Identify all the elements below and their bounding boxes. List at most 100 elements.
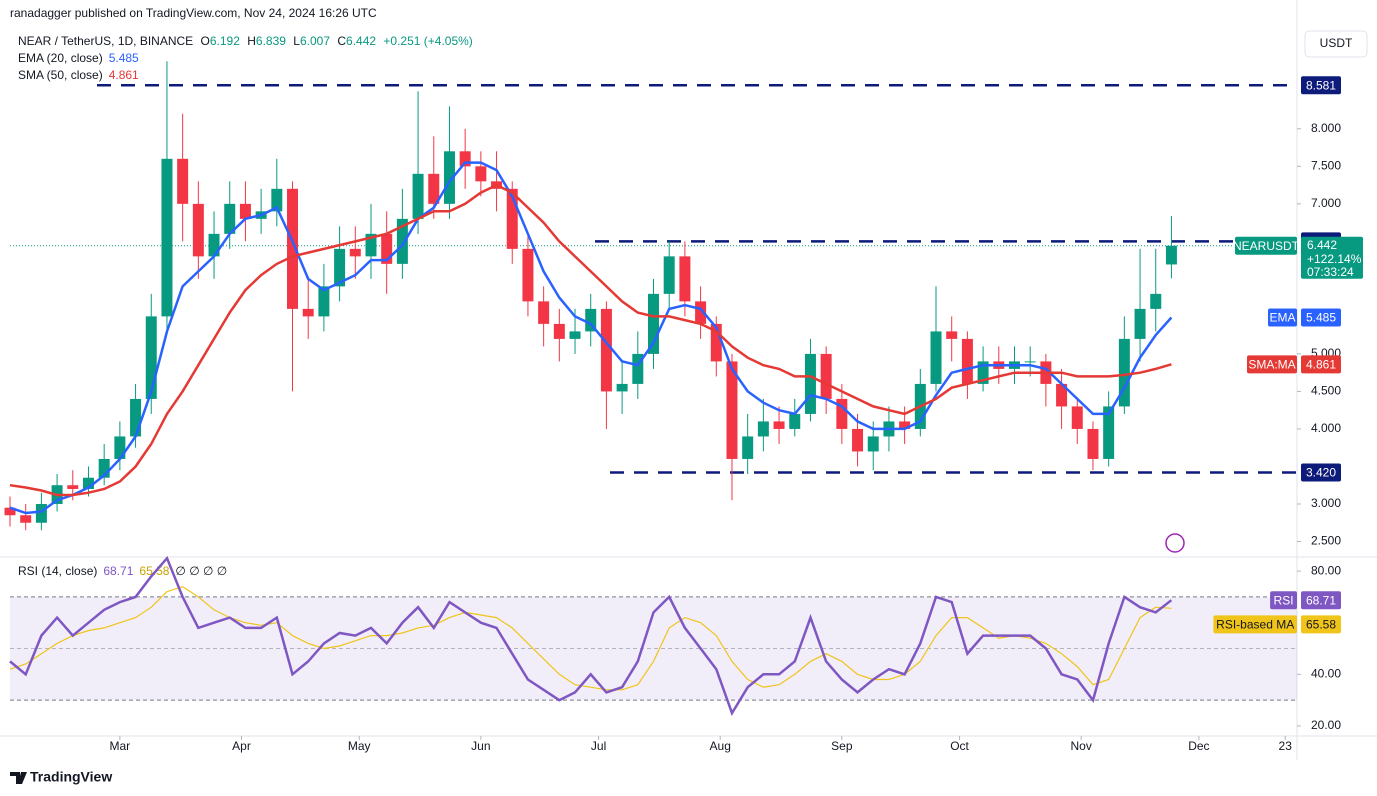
series-value-bg bbox=[1301, 615, 1341, 634]
candle-body bbox=[946, 331, 958, 339]
candle-body bbox=[553, 323, 565, 339]
candle-body bbox=[145, 316, 157, 399]
y-tick-label: 7.500 bbox=[1311, 158, 1341, 172]
candle-body bbox=[1087, 428, 1099, 459]
series-tag: SMA:MA bbox=[1248, 358, 1295, 372]
ohlc-value: 6.007 bbox=[300, 34, 330, 48]
series-value-bg bbox=[1301, 308, 1341, 327]
symbol: NEAR / TetherUS, 1D, BINANCE bbox=[18, 34, 193, 48]
series-tag-bg bbox=[1247, 355, 1297, 374]
legend-value: 5.485 bbox=[109, 51, 139, 65]
candle-body bbox=[820, 353, 832, 399]
icon[interactable] bbox=[1165, 533, 1185, 553]
candle-body bbox=[600, 308, 612, 392]
candle-body bbox=[67, 485, 79, 489]
x-tick-label: Dec bbox=[1188, 739, 1209, 753]
x-tick-label: Jun bbox=[471, 739, 490, 753]
logo bbox=[10, 772, 27, 784]
candle-body bbox=[114, 436, 126, 459]
candle-body bbox=[1103, 406, 1115, 459]
candle-body bbox=[710, 323, 722, 362]
candle-body bbox=[443, 151, 455, 204]
last-change: +122.14% bbox=[1307, 252, 1362, 266]
candle-body bbox=[177, 158, 189, 204]
candle-body bbox=[130, 398, 142, 437]
candle-body bbox=[161, 158, 173, 317]
candle-body bbox=[459, 151, 471, 167]
candle-body bbox=[789, 413, 801, 429]
level-label-bg bbox=[1301, 463, 1341, 482]
candle-body bbox=[852, 428, 864, 452]
change: +0.251 (+4.05%) bbox=[383, 34, 472, 48]
candle-body bbox=[1134, 308, 1146, 339]
candle-body bbox=[522, 248, 534, 302]
y-tick-label: 40.00 bbox=[1311, 667, 1341, 681]
x-tick-label: Sep bbox=[831, 739, 853, 753]
legend-name: RSI (14, close) bbox=[18, 564, 97, 578]
candle-body bbox=[318, 286, 330, 317]
candle-body bbox=[271, 188, 283, 212]
candle-body bbox=[4, 507, 16, 516]
candle-body bbox=[804, 353, 816, 414]
candle-body bbox=[616, 383, 628, 392]
candle-body bbox=[585, 308, 597, 332]
series-value: 68.71 bbox=[1306, 593, 1336, 607]
level-label: 3.420 bbox=[1306, 466, 1336, 480]
x-tick-label: Mar bbox=[110, 739, 131, 753]
y-tick-label: 4.000 bbox=[1311, 421, 1341, 435]
candle-body bbox=[381, 233, 393, 264]
candle-body bbox=[773, 421, 785, 429]
y-tick-label: 7.000 bbox=[1311, 196, 1341, 210]
y-tick-label: 4.500 bbox=[1311, 384, 1341, 398]
y-tick-label: 3.000 bbox=[1311, 496, 1341, 510]
candle-body bbox=[35, 503, 47, 523]
series-tag-bg bbox=[1270, 591, 1297, 610]
legend-name: EMA (20, close) bbox=[18, 51, 103, 65]
sma-legend: SMA (50, close) 4.861 bbox=[18, 68, 139, 82]
candle-body bbox=[334, 248, 346, 287]
candle-body bbox=[224, 203, 236, 234]
level-label-bg bbox=[1301, 76, 1341, 95]
x-tick-label: 23 bbox=[1279, 739, 1293, 753]
candle-body bbox=[192, 203, 204, 257]
candle-body bbox=[726, 361, 738, 459]
candle-body bbox=[1024, 361, 1036, 363]
last-countdown: 07:33:24 bbox=[1307, 265, 1354, 279]
candle-body bbox=[538, 301, 550, 324]
candle-body bbox=[742, 436, 754, 459]
symbol-tag: NEARUSDT bbox=[1233, 239, 1300, 253]
x-tick-label: Oct bbox=[950, 739, 969, 753]
candle-body bbox=[899, 421, 911, 429]
candle-body bbox=[757, 421, 769, 437]
series-value: 65.58 bbox=[1306, 617, 1336, 631]
candle-body bbox=[20, 515, 32, 523]
symbol-tag-bg bbox=[1235, 236, 1297, 255]
symbol-legend: NEAR / TetherUS, 1D, BINANCE O6.192 H6.8… bbox=[18, 34, 473, 48]
candle-body bbox=[98, 458, 110, 478]
series-tag: EMA bbox=[1269, 311, 1295, 325]
candle-body bbox=[632, 353, 644, 384]
ohlc-label: O bbox=[201, 34, 210, 48]
x-tick-label: May bbox=[348, 739, 371, 753]
currency[interactable]: USDT bbox=[1320, 36, 1353, 50]
candle-body bbox=[1056, 383, 1068, 407]
ohlc-value: 6.192 bbox=[210, 34, 240, 48]
last-price: 6.442 bbox=[1307, 238, 1337, 252]
series-value: 5.485 bbox=[1306, 311, 1336, 325]
currency-button[interactable] bbox=[1304, 30, 1368, 58]
rsi-line bbox=[9, 555, 1173, 716]
legend-value: 68.71 bbox=[103, 564, 133, 578]
ohlc-label: L bbox=[293, 34, 300, 48]
candle-body bbox=[695, 301, 707, 324]
series-tag: RSI-based MA bbox=[1216, 617, 1294, 631]
ohlc-label: H bbox=[247, 34, 256, 48]
candle-body bbox=[302, 308, 314, 317]
x-tick-label: Aug bbox=[710, 739, 731, 753]
candle-body bbox=[412, 173, 424, 219]
candle-body bbox=[82, 477, 94, 489]
candle-body bbox=[930, 331, 942, 384]
candle-body bbox=[1150, 293, 1162, 309]
candle-body bbox=[365, 233, 377, 257]
ohlc-label: C bbox=[337, 34, 346, 48]
